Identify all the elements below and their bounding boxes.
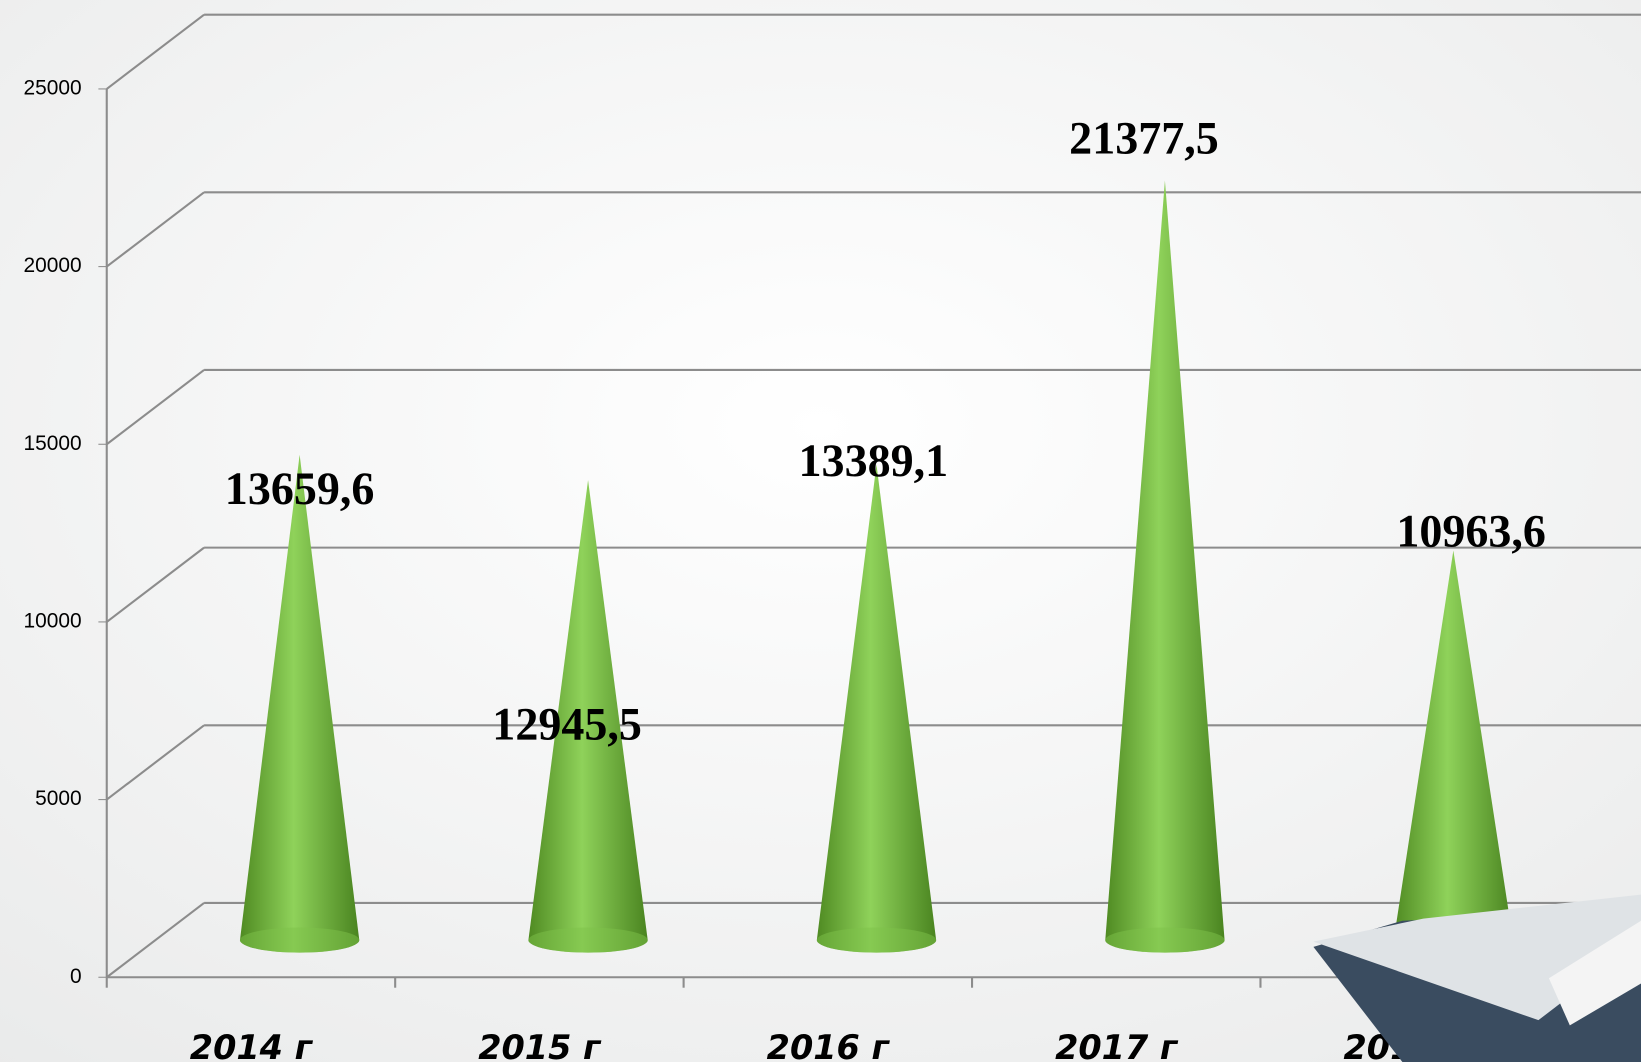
cone-base bbox=[1105, 928, 1224, 953]
x-tick-label: 2015 г bbox=[478, 1028, 602, 1062]
value-label: 10963,6 bbox=[1396, 505, 1546, 556]
cone-base bbox=[528, 928, 647, 953]
chart: 0 5000 10000 15000 20000 25000 2014 г 13659,6 20… bbox=[0, 0, 1641, 1062]
value-label: 12945,5 bbox=[492, 699, 642, 750]
y-tick-label: 10000 bbox=[23, 609, 81, 632]
y-tick-label: 5000 bbox=[35, 787, 82, 810]
cone-base bbox=[240, 928, 359, 953]
value-label: 13389,1 bbox=[799, 435, 949, 486]
cone-base bbox=[817, 928, 936, 953]
x-tick-label: 2014 г bbox=[190, 1028, 314, 1062]
value-label: 13659,6 bbox=[225, 463, 375, 514]
value-label: 21377,5 bbox=[1069, 112, 1219, 163]
y-tick-label: 15000 bbox=[23, 432, 81, 455]
y-tick-label: 25000 bbox=[23, 76, 81, 99]
y-tick-label: 0 bbox=[70, 965, 82, 988]
y-tick-label: 20000 bbox=[23, 254, 81, 277]
page: {"chart_data": {"type": "cone", "categor… bbox=[0, 0, 1641, 1062]
x-tick-label: 2017 г bbox=[1055, 1028, 1179, 1062]
x-tick-label: 2016 г bbox=[767, 1028, 891, 1062]
